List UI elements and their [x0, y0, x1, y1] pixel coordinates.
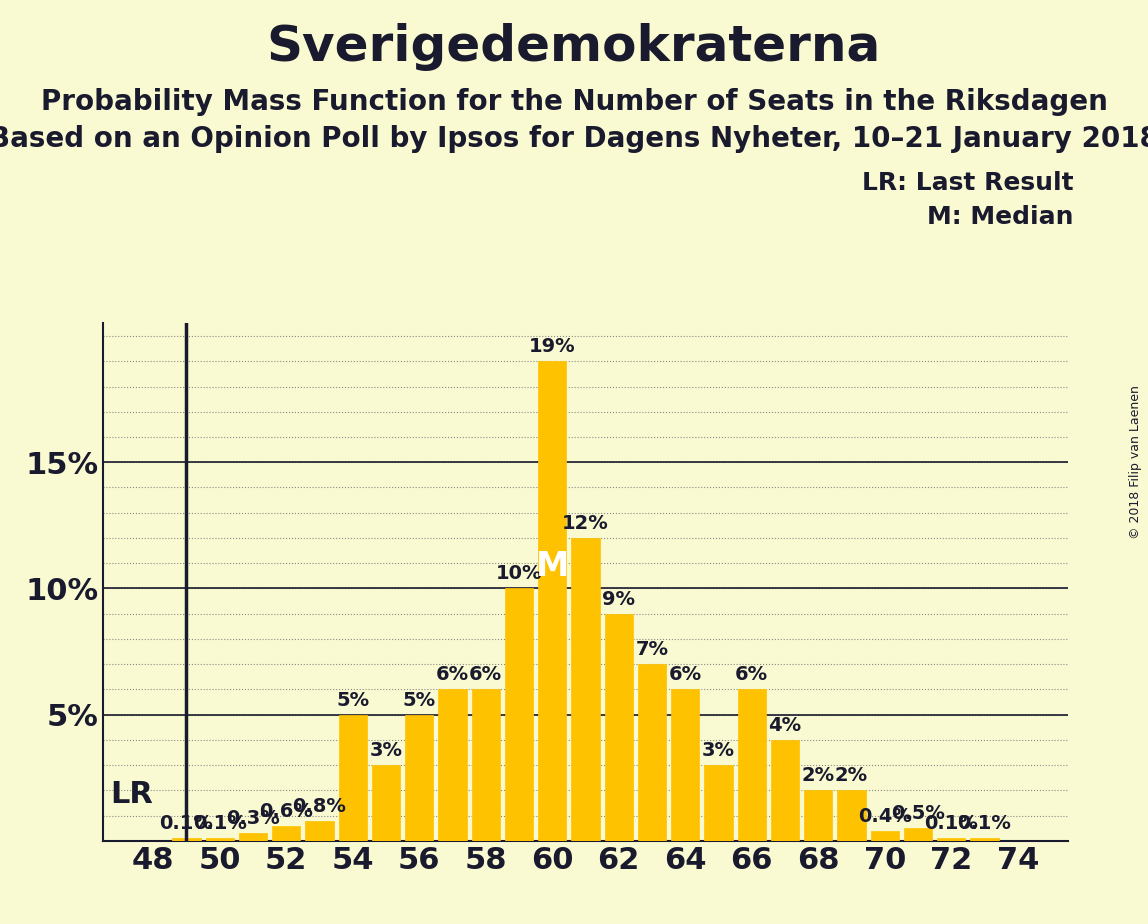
Bar [937, 838, 965, 841]
Text: 12%: 12% [563, 514, 608, 533]
Bar [638, 664, 666, 841]
Bar [172, 838, 201, 841]
Bar [305, 821, 334, 841]
Bar [405, 714, 433, 841]
Text: Probability Mass Function for the Number of Seats in the Riksdagen: Probability Mass Function for the Number… [40, 88, 1108, 116]
Text: 9%: 9% [603, 590, 635, 609]
Bar [605, 614, 633, 841]
Bar [472, 689, 499, 841]
Bar [205, 838, 234, 841]
Text: 0.4%: 0.4% [858, 807, 912, 826]
Bar [705, 765, 732, 841]
Text: 0.1%: 0.1% [193, 814, 247, 833]
Text: 3%: 3% [370, 741, 403, 760]
Text: M: M [536, 551, 569, 583]
Text: M: Median: M: Median [926, 205, 1073, 229]
Text: 7%: 7% [636, 640, 668, 659]
Text: 0.1%: 0.1% [924, 814, 978, 833]
Bar [870, 831, 899, 841]
Text: 2%: 2% [801, 766, 835, 785]
Text: 6%: 6% [735, 665, 768, 685]
Text: Based on an Opinion Poll by Ipsos for Dagens Nyheter, 10–21 January 2018: Based on an Opinion Poll by Ipsos for Da… [0, 125, 1148, 152]
Text: 0.3%: 0.3% [226, 809, 280, 828]
Text: 4%: 4% [768, 716, 801, 735]
Text: Sverigedemokraterna: Sverigedemokraterna [266, 23, 882, 71]
Text: 5%: 5% [336, 690, 370, 710]
Text: LR: Last Result: LR: Last Result [862, 171, 1073, 195]
Text: LR: LR [110, 780, 153, 809]
Bar [970, 838, 999, 841]
Text: 6%: 6% [470, 665, 503, 685]
Bar [439, 689, 466, 841]
Text: 6%: 6% [436, 665, 470, 685]
Bar [672, 689, 699, 841]
Text: 6%: 6% [668, 665, 701, 685]
Bar [738, 689, 766, 841]
Text: 5%: 5% [403, 690, 436, 710]
Bar [804, 790, 832, 841]
Text: 3%: 3% [701, 741, 735, 760]
Text: 10%: 10% [496, 565, 542, 583]
Text: © 2018 Filip van Laenen: © 2018 Filip van Laenen [1130, 385, 1142, 539]
Text: 0.1%: 0.1% [160, 814, 214, 833]
Bar [903, 828, 932, 841]
Bar [572, 538, 599, 841]
Bar [339, 714, 367, 841]
Text: 0.1%: 0.1% [957, 814, 1011, 833]
Bar [272, 826, 301, 841]
Text: 0.8%: 0.8% [293, 796, 347, 816]
Text: 0.6%: 0.6% [259, 802, 313, 821]
Bar [837, 790, 866, 841]
Bar [538, 361, 566, 841]
Bar [505, 589, 533, 841]
Text: 19%: 19% [529, 337, 575, 357]
Bar [372, 765, 401, 841]
Bar [770, 740, 799, 841]
Bar [239, 833, 267, 841]
Text: 2%: 2% [835, 766, 868, 785]
Text: 0.5%: 0.5% [891, 804, 945, 823]
